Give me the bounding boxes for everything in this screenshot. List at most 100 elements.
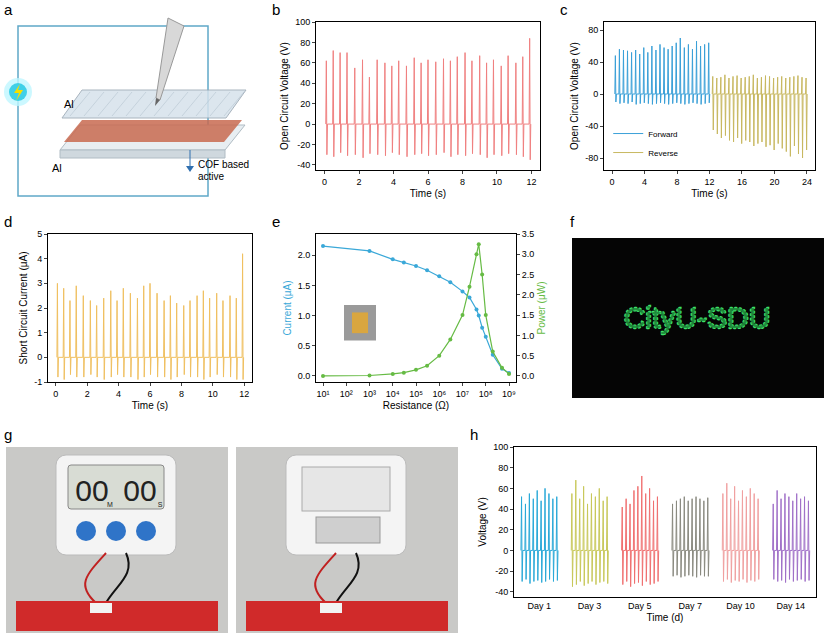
svg-text:4: 4 bbox=[391, 177, 396, 187]
svg-text:80: 80 bbox=[588, 25, 598, 35]
svg-text:16: 16 bbox=[737, 177, 747, 187]
svg-text:-20: -20 bbox=[297, 140, 310, 150]
svg-text:40: 40 bbox=[588, 57, 598, 67]
svg-text:10⁵: 10⁵ bbox=[409, 389, 423, 399]
svg-text:2.5: 2.5 bbox=[522, 270, 535, 280]
svg-text:-20: -20 bbox=[495, 566, 508, 576]
svg-text:0.5: 0.5 bbox=[298, 341, 311, 351]
svg-text:M: M bbox=[107, 501, 113, 508]
svg-text:5: 5 bbox=[37, 229, 42, 239]
svg-text:1.0: 1.0 bbox=[522, 331, 535, 341]
svg-text:1: 1 bbox=[37, 328, 42, 338]
svg-text:CityU-SDU: CityU-SDU bbox=[624, 301, 771, 334]
svg-text:0: 0 bbox=[305, 119, 310, 129]
svg-text:40: 40 bbox=[498, 504, 508, 514]
svg-text:0.0: 0.0 bbox=[298, 371, 311, 381]
svg-text:8: 8 bbox=[675, 177, 680, 187]
svg-text:0: 0 bbox=[503, 546, 508, 556]
svg-text:Day 7: Day 7 bbox=[678, 601, 702, 611]
svg-text:2: 2 bbox=[85, 389, 90, 399]
svg-text:Day 5: Day 5 bbox=[628, 601, 652, 611]
svg-text:3: 3 bbox=[37, 278, 42, 288]
svg-text:100: 100 bbox=[493, 442, 508, 452]
svg-text:Voltage (V): Voltage (V) bbox=[477, 497, 488, 546]
svg-text:0.5: 0.5 bbox=[522, 351, 535, 361]
svg-text:Day 3: Day 3 bbox=[578, 601, 602, 611]
svg-text:80: 80 bbox=[498, 463, 508, 473]
svg-text:Time (s): Time (s) bbox=[691, 188, 727, 199]
svg-text:00: 00 bbox=[123, 474, 156, 507]
svg-text:10²: 10² bbox=[340, 389, 353, 399]
svg-text:0: 0 bbox=[37, 352, 42, 362]
svg-text:Open Circuit Voltage (V): Open Circuit Voltage (V) bbox=[279, 42, 290, 150]
svg-text:2.0: 2.0 bbox=[298, 250, 311, 260]
svg-text:8: 8 bbox=[460, 177, 465, 187]
svg-text:10⁶: 10⁶ bbox=[432, 389, 446, 399]
svg-text:Time (s): Time (s) bbox=[410, 188, 446, 199]
svg-text:Short Circuit Current (μA): Short Circuit Current (μA) bbox=[18, 251, 29, 364]
svg-text:60: 60 bbox=[300, 58, 310, 68]
svg-text:-40: -40 bbox=[495, 587, 508, 597]
svg-text:2: 2 bbox=[37, 303, 42, 313]
svg-text:6: 6 bbox=[425, 177, 430, 187]
svg-text:80: 80 bbox=[300, 38, 310, 48]
svg-text:Time (d): Time (d) bbox=[647, 612, 684, 623]
svg-text:10⁴: 10⁴ bbox=[386, 389, 400, 399]
svg-text:10: 10 bbox=[208, 389, 218, 399]
svg-text:4: 4 bbox=[642, 177, 647, 187]
svg-text:00: 00 bbox=[75, 474, 108, 507]
svg-text:1.5: 1.5 bbox=[298, 281, 311, 291]
svg-text:-40: -40 bbox=[297, 160, 310, 170]
svg-text:0.0: 0.0 bbox=[522, 371, 535, 381]
svg-text:12: 12 bbox=[239, 389, 249, 399]
svg-text:60: 60 bbox=[498, 484, 508, 494]
svg-text:20: 20 bbox=[498, 525, 508, 535]
svg-text:12: 12 bbox=[704, 177, 714, 187]
svg-text:12: 12 bbox=[526, 177, 536, 187]
svg-text:-40: -40 bbox=[585, 121, 598, 131]
html-text:b: b bbox=[272, 1, 281, 18]
svg-text:20: 20 bbox=[300, 99, 310, 109]
svg-text:6: 6 bbox=[147, 389, 152, 399]
svg-text:2.0: 2.0 bbox=[522, 290, 535, 300]
svg-text:40: 40 bbox=[300, 78, 310, 88]
svg-text:Day 14: Day 14 bbox=[777, 601, 806, 611]
svg-text:10¹: 10¹ bbox=[316, 389, 329, 399]
svg-text:-1: -1 bbox=[34, 377, 42, 387]
svg-text:Current (μA): Current (μA) bbox=[282, 280, 293, 335]
svg-text:0: 0 bbox=[593, 89, 598, 99]
svg-text:Open Circuit Voltage (V): Open Circuit Voltage (V) bbox=[569, 42, 580, 150]
svg-text:CityU-SDU: CityU-SDU bbox=[624, 301, 771, 334]
svg-text:10⁸: 10⁸ bbox=[479, 389, 493, 399]
svg-text:S: S bbox=[158, 501, 163, 508]
svg-text:0: 0 bbox=[610, 177, 615, 187]
svg-text:Day 10: Day 10 bbox=[726, 601, 755, 611]
svg-text:1.5: 1.5 bbox=[522, 310, 535, 320]
svg-text:4: 4 bbox=[37, 254, 42, 264]
svg-text:2: 2 bbox=[357, 177, 362, 187]
svg-text:10⁷: 10⁷ bbox=[456, 389, 469, 399]
svg-text:100: 100 bbox=[295, 17, 310, 27]
svg-text:Forward: Forward bbox=[648, 130, 677, 139]
svg-text:10³: 10³ bbox=[363, 389, 376, 399]
svg-text:24: 24 bbox=[802, 177, 812, 187]
svg-text:20: 20 bbox=[769, 177, 779, 187]
svg-text:Resistance (Ω): Resistance (Ω) bbox=[383, 400, 449, 411]
svg-text:3.5: 3.5 bbox=[522, 229, 535, 239]
svg-text:0: 0 bbox=[53, 389, 58, 399]
svg-text:1.0: 1.0 bbox=[298, 311, 311, 321]
svg-text:8: 8 bbox=[179, 389, 184, 399]
svg-text:Reverse: Reverse bbox=[648, 149, 678, 158]
svg-text:4: 4 bbox=[116, 389, 121, 399]
svg-text:0: 0 bbox=[322, 177, 327, 187]
svg-text:Al: Al bbox=[52, 162, 62, 174]
svg-text:10⁹: 10⁹ bbox=[502, 389, 516, 399]
svg-text:Al: Al bbox=[64, 98, 74, 110]
svg-text:3.0: 3.0 bbox=[522, 249, 535, 259]
svg-text:Day 1: Day 1 bbox=[527, 601, 551, 611]
svg-text:Time (s): Time (s) bbox=[132, 400, 168, 411]
svg-text:10: 10 bbox=[492, 177, 502, 187]
svg-text:-80: -80 bbox=[585, 153, 598, 163]
svg-text:COF basedactive: COF basedactive bbox=[198, 159, 249, 182]
svg-text:Power (μW): Power (μW) bbox=[536, 282, 547, 335]
